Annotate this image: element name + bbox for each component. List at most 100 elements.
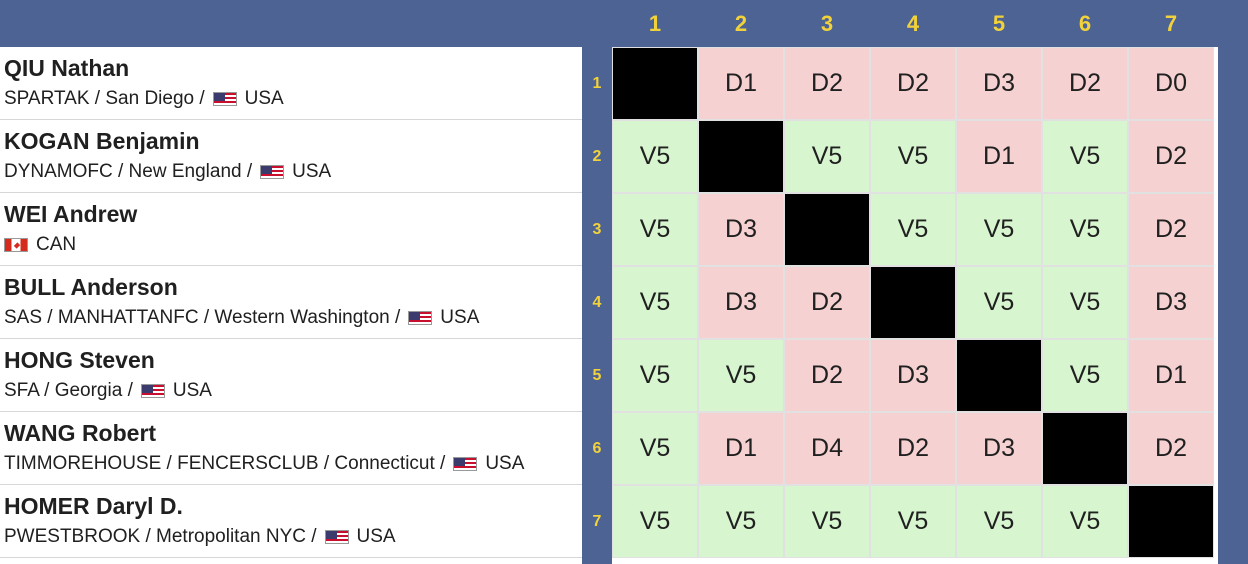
fencer-row-4[interactable]: BULL Anderson SAS / MANHATTANFC / Wester…	[0, 266, 582, 339]
bout-result-cell[interactable]: V5	[956, 485, 1042, 558]
bout-result-cell[interactable]: D3	[698, 266, 784, 339]
bout-result-cell[interactable]: V5	[870, 120, 956, 193]
usa-flag-icon	[408, 311, 433, 325]
fencer-name[interactable]: WEI Andrew	[4, 201, 138, 227]
fencer-name[interactable]: HONG Steven	[4, 347, 155, 373]
bout-result-cell[interactable]: D2	[784, 266, 870, 339]
self-bout-cell	[1128, 485, 1214, 558]
bout-result-cell[interactable]: D0	[1128, 47, 1214, 120]
bout-result-cell[interactable]: V5	[1042, 485, 1128, 558]
fencer-affiliation: TIMMOREHOUSE / FENCERSCLUB / Connecticut…	[4, 453, 524, 475]
fencer-row-3[interactable]: WEI Andrew CAN	[0, 193, 582, 266]
bout-result-cell[interactable]: V5	[612, 339, 698, 412]
bout-result-cell[interactable]: D1	[698, 412, 784, 485]
fencer-row-6[interactable]: WANG Robert TIMMOREHOUSE / FENCERSCLUB /…	[0, 412, 582, 485]
fencer-affiliation: SAS / MANHATTANFC / Western Washington /…	[4, 307, 479, 329]
bout-result-cell[interactable]: D2	[784, 47, 870, 120]
bout-result-cell[interactable]: V5	[1042, 193, 1128, 266]
bout-result-cell[interactable]: V5	[698, 485, 784, 558]
bout-result-cell[interactable]: D3	[870, 339, 956, 412]
bout-result-cell[interactable]: V5	[784, 120, 870, 193]
fencer-country: USA	[440, 307, 480, 328]
row-number-1: 1	[592, 74, 602, 92]
bout-result-cell[interactable]: D3	[698, 193, 784, 266]
bout-result-cell[interactable]: D1	[956, 120, 1042, 193]
bout-result-cell[interactable]: V5	[870, 485, 956, 558]
fencer-country: USA	[172, 380, 212, 401]
fencer-row-5[interactable]: HONG Steven SFA / Georgia / USA	[0, 339, 582, 412]
self-bout-cell	[870, 266, 956, 339]
self-bout-cell	[612, 47, 698, 120]
bout-result-cell[interactable]: V5	[612, 120, 698, 193]
bout-result-cell[interactable]: V5	[612, 485, 698, 558]
fencer-affiliation: DYNAMOFC / New England / USA	[4, 161, 331, 183]
fencer-name[interactable]: QIU Nathan	[4, 55, 130, 81]
column-header-3: 3	[820, 10, 834, 36]
column-header-6: 6	[1078, 10, 1092, 36]
fencer-row-1[interactable]: QIU Nathan SPARTAK / San Diego / USA	[0, 47, 582, 120]
bout-result-cell[interactable]: V5	[870, 193, 956, 266]
fencer-row-7[interactable]: HOMER Daryl D. PWESTBROOK / Metropolitan…	[0, 485, 582, 558]
self-bout-cell	[784, 193, 870, 266]
fencer-affiliation: PWESTBROOK / Metropolitan NYC / USA	[4, 526, 396, 548]
row-number-5: 5	[592, 366, 602, 384]
self-bout-cell	[1042, 412, 1128, 485]
self-bout-cell	[956, 339, 1042, 412]
bout-result-cell[interactable]: D2	[1128, 120, 1214, 193]
usa-flag-icon	[260, 165, 285, 179]
bout-result-cell[interactable]: D2	[870, 47, 956, 120]
fencer-name[interactable]: BULL Anderson	[4, 274, 178, 300]
bout-result-cell[interactable]: V5	[784, 485, 870, 558]
fencer-country: USA	[485, 453, 525, 474]
bout-result-cell[interactable]: D3	[956, 47, 1042, 120]
bout-result-cell[interactable]: V5	[956, 266, 1042, 339]
fencer-country: USA	[244, 88, 284, 109]
bout-result-cell[interactable]: D3	[1128, 266, 1214, 339]
fencer-row-2[interactable]: KOGAN Benjamin DYNAMOFC / New England / U…	[0, 120, 582, 193]
column-header-1: 1	[648, 10, 662, 36]
fencer-country: USA	[356, 526, 396, 547]
column-header-4: 4	[906, 10, 920, 36]
bout-result-cell[interactable]: D2	[1128, 412, 1214, 485]
canada-flag-icon	[4, 238, 28, 252]
right-edge-bar	[1218, 47, 1248, 564]
bout-result-cell[interactable]: V5	[1042, 339, 1128, 412]
bout-result-cell[interactable]: V5	[1042, 120, 1128, 193]
row-number-3: 3	[592, 220, 602, 238]
fencer-club: DYNAMOFC / New England /	[4, 161, 253, 182]
bout-result-cell[interactable]: V5	[612, 193, 698, 266]
self-bout-cell	[698, 120, 784, 193]
bout-result-cell[interactable]: V5	[612, 412, 698, 485]
bout-result-cell[interactable]: D2	[870, 412, 956, 485]
row-number-6: 6	[592, 439, 602, 457]
bout-result-cell[interactable]: D1	[698, 47, 784, 120]
fencer-name[interactable]: HOMER Daryl D.	[4, 493, 183, 519]
bout-result-cell[interactable]: D2	[1128, 193, 1214, 266]
row-number-2: 2	[592, 147, 602, 165]
fencer-club: PWESTBROOK / Metropolitan NYC /	[4, 526, 317, 547]
bout-result-cell[interactable]: D3	[956, 412, 1042, 485]
pool-header	[0, 0, 1248, 47]
usa-flag-icon	[212, 92, 237, 106]
fencer-club: SPARTAK / San Diego /	[4, 88, 205, 109]
bout-result-cell[interactable]: D2	[1042, 47, 1128, 120]
fencer-country: CAN	[36, 234, 77, 255]
bout-result-cell[interactable]: V5	[1042, 266, 1128, 339]
row-number-column	[582, 47, 612, 564]
usa-flag-icon	[324, 530, 349, 544]
column-header-5: 5	[992, 10, 1006, 36]
bout-result-cell[interactable]: V5	[612, 266, 698, 339]
bout-result-cell[interactable]: D2	[784, 339, 870, 412]
fencer-club: TIMMOREHOUSE / FENCERSCLUB / Connecticut…	[4, 453, 446, 474]
fencer-name[interactable]: WANG Robert	[4, 420, 157, 446]
fencer-name[interactable]: KOGAN Benjamin	[4, 128, 200, 154]
fencer-club: SFA / Georgia /	[4, 380, 133, 401]
fencer-affiliation: SFA / Georgia / USA	[4, 380, 212, 402]
bout-result-cell[interactable]: V5	[698, 339, 784, 412]
usa-flag-icon	[140, 384, 165, 398]
bout-result-cell[interactable]: D1	[1128, 339, 1214, 412]
fencer-affiliation: SPARTAK / San Diego / USA	[4, 88, 284, 110]
bout-result-cell[interactable]: V5	[956, 193, 1042, 266]
fencer-country: USA	[292, 161, 332, 182]
bout-result-cell[interactable]: D4	[784, 412, 870, 485]
